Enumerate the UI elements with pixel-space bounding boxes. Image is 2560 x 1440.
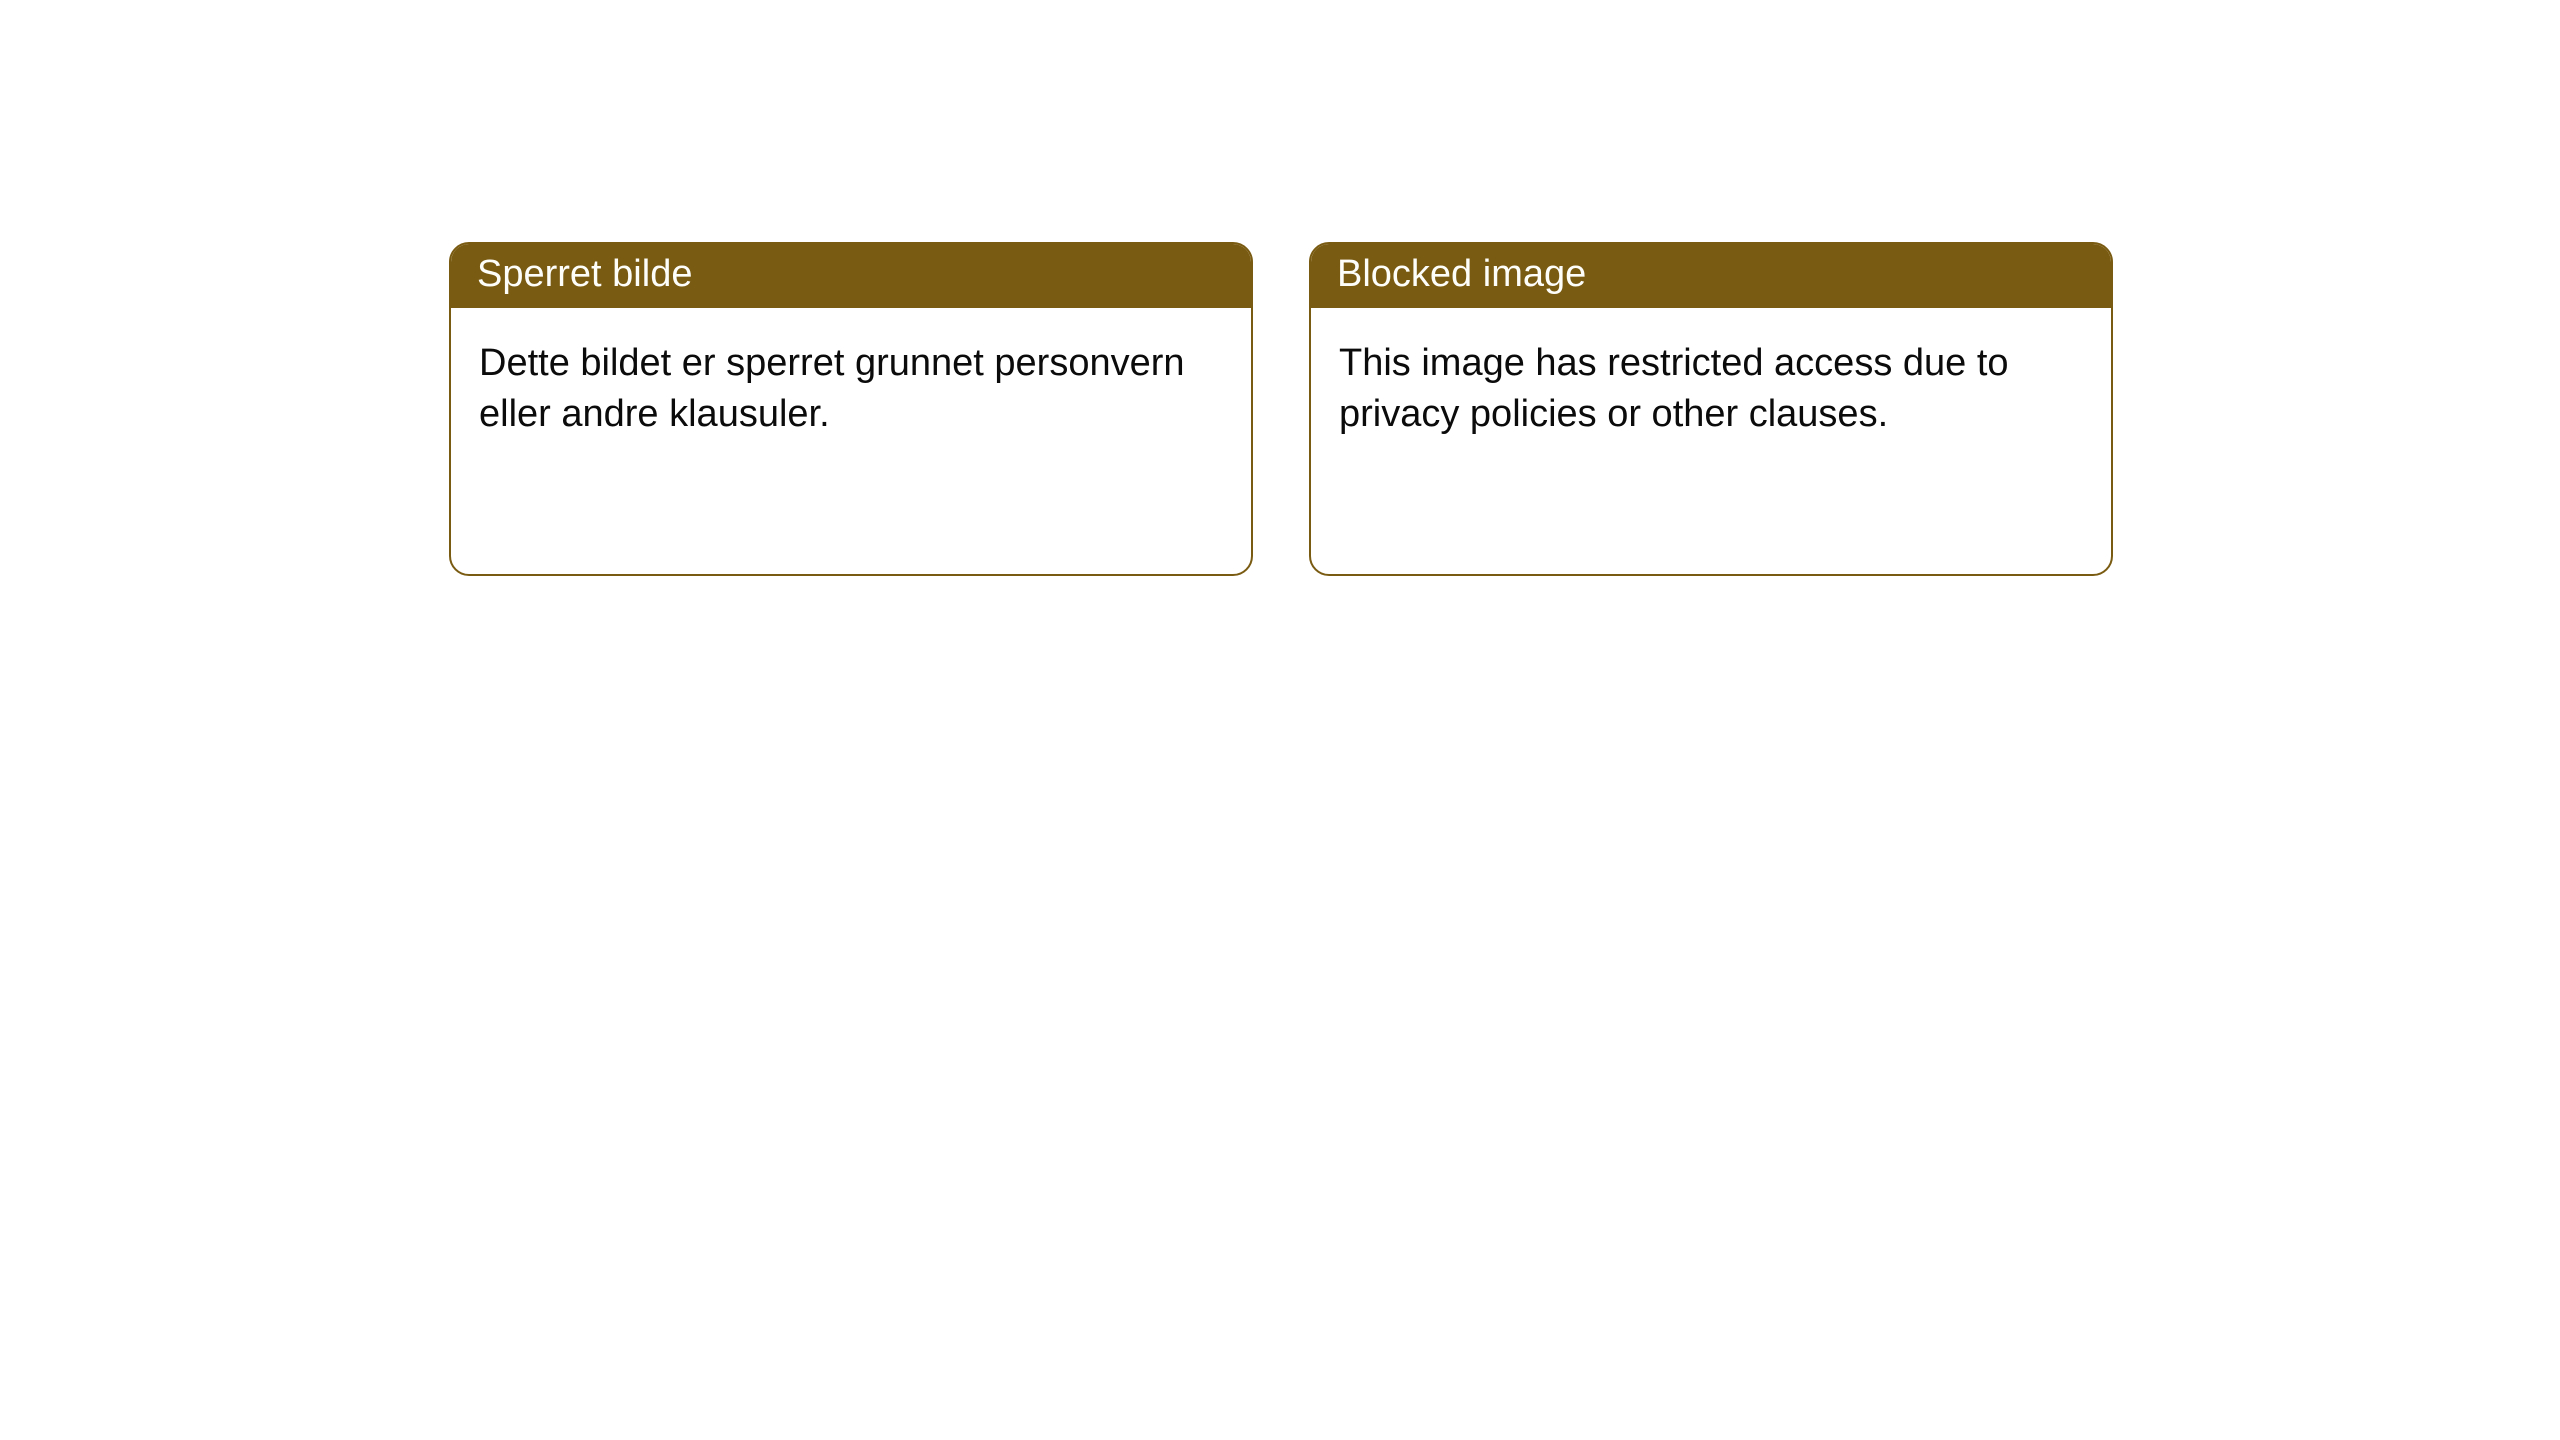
card-header-no: Sperret bilde [451,244,1251,308]
card-header-en: Blocked image [1311,244,2111,308]
blocked-image-card-no: Sperret bilde Dette bildet er sperret gr… [449,242,1253,576]
card-body-no: Dette bildet er sperret grunnet personve… [451,308,1251,471]
card-body-en: This image has restricted access due to … [1311,308,2111,471]
blocked-image-card-en: Blocked image This image has restricted … [1309,242,2113,576]
notice-container: Sperret bilde Dette bildet er sperret gr… [0,0,2560,576]
